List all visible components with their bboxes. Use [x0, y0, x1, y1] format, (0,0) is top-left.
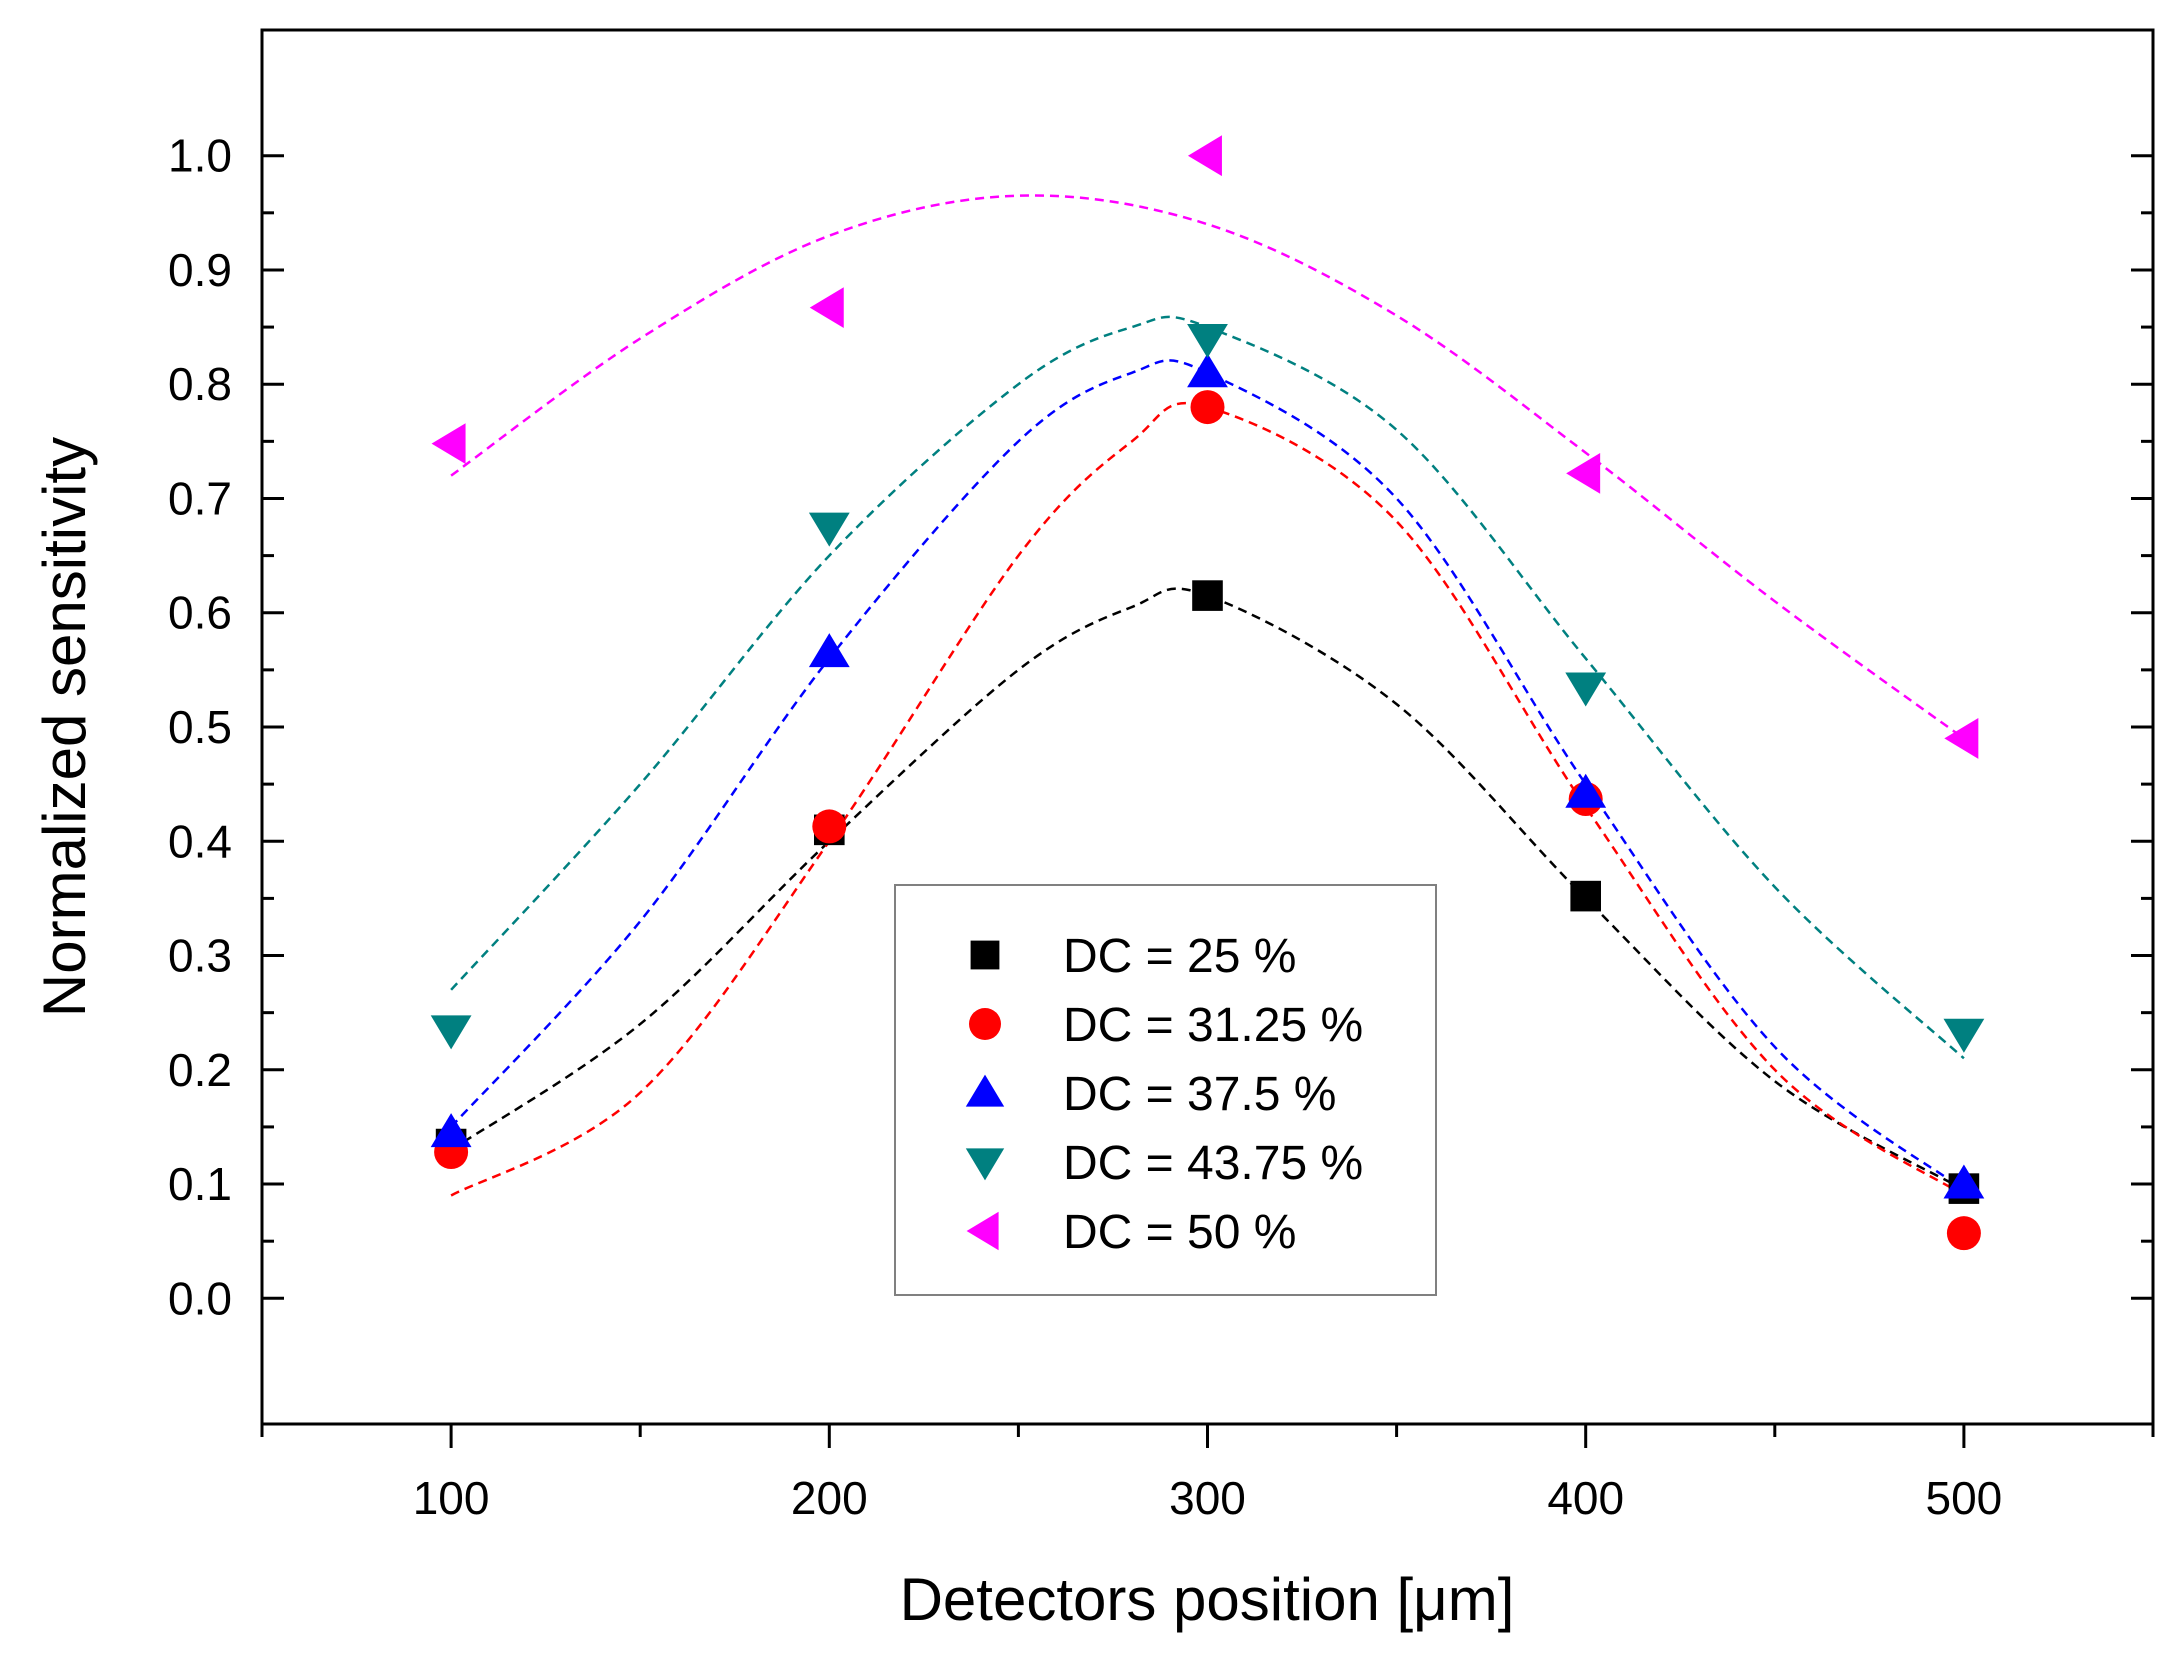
y-tick-label: 0.8 [168, 358, 232, 410]
data-point-triangle-down [1943, 1018, 1985, 1053]
data-point-triangle-left [1566, 452, 1601, 494]
y-tick-label: 1.0 [168, 130, 232, 182]
fit-curve-circle [450, 401, 1965, 1197]
data-point-triangle-left [1187, 135, 1222, 177]
data-point-triangle-up [1187, 353, 1228, 388]
data-point-triangle-up [1943, 1164, 1985, 1199]
data-point-triangle-up [430, 1113, 472, 1148]
y-tick-label: 0.4 [168, 815, 232, 867]
legend-marker-circle [969, 1008, 1001, 1040]
data-point-square [1192, 580, 1223, 611]
fit-curve-triangle-left [450, 194, 1965, 740]
legend-label: DC = 37.5 % [1063, 1068, 1336, 1121]
data-point-circle [1946, 1216, 1981, 1251]
y-tick-label: 0.6 [168, 587, 232, 639]
data-point-triangle-down [430, 1015, 472, 1050]
x-axis-title: Detectors position [μm] [900, 1566, 1515, 1633]
legend-marker-triangle-up [965, 1074, 1005, 1107]
legend-marker-triangle-down [965, 1148, 1005, 1181]
legend-label: DC = 31.25 % [1063, 999, 1363, 1052]
legend-label: DC = 43.75 % [1063, 1137, 1363, 1190]
legend-label: DC = 25 % [1063, 930, 1296, 983]
data-point-circle [812, 809, 847, 844]
data-point-triangle-up [808, 633, 850, 668]
y-axis-title: Normalized sensitivity [31, 437, 98, 1017]
y-tick-label: 0.9 [168, 244, 232, 296]
data-point-triangle-left [431, 423, 466, 465]
data-point-triangle-left [809, 287, 844, 329]
axis-ticks [260, 154, 2155, 1448]
legend: DC = 25 % DC = 31.25 % DC = 37.5 % DC = 43.… [894, 884, 1437, 1296]
data-point-triangle-down [1565, 672, 1607, 707]
y-tick-label: 0.3 [168, 930, 232, 982]
y-tick-label: 0.7 [168, 472, 232, 524]
data-point-square [1570, 880, 1601, 912]
legend-marker-square [970, 940, 1000, 970]
fit-curve-triangle-down [450, 315, 1965, 1060]
y-tick-label: 0.0 [168, 1272, 232, 1324]
data-point-circle [1190, 390, 1225, 425]
data-point-triangle-left [1944, 718, 1979, 759]
data-point-triangle-down [808, 512, 850, 547]
fit-curves [450, 194, 1965, 1197]
y-tick-label: 0.5 [168, 701, 232, 753]
x-tick-label: 400 [1547, 1472, 1624, 1524]
legend-marker-triangle-left [966, 1211, 999, 1251]
legend-label: DC = 50 % [1063, 1206, 1296, 1259]
x-tick-label: 500 [1926, 1472, 2003, 1524]
data-point-triangle-up [1565, 773, 1607, 808]
y-tick-label: 0.1 [168, 1158, 232, 1210]
x-tick-label: 200 [791, 1472, 868, 1524]
x-tick-label: 100 [413, 1472, 490, 1524]
tick-labels: 0.0 0.1 0.2 0.3 0.4 0.5 0.6 0.7 0.8 0.9 1.0 100 200 3… [168, 130, 2002, 1524]
data-point-triangle-down [1187, 324, 1228, 359]
fit-curve-square [450, 587, 1965, 1191]
y-tick-label: 0.2 [168, 1044, 232, 1096]
data-markers [430, 135, 1985, 1251]
x-tick-label: 300 [1169, 1472, 1246, 1524]
